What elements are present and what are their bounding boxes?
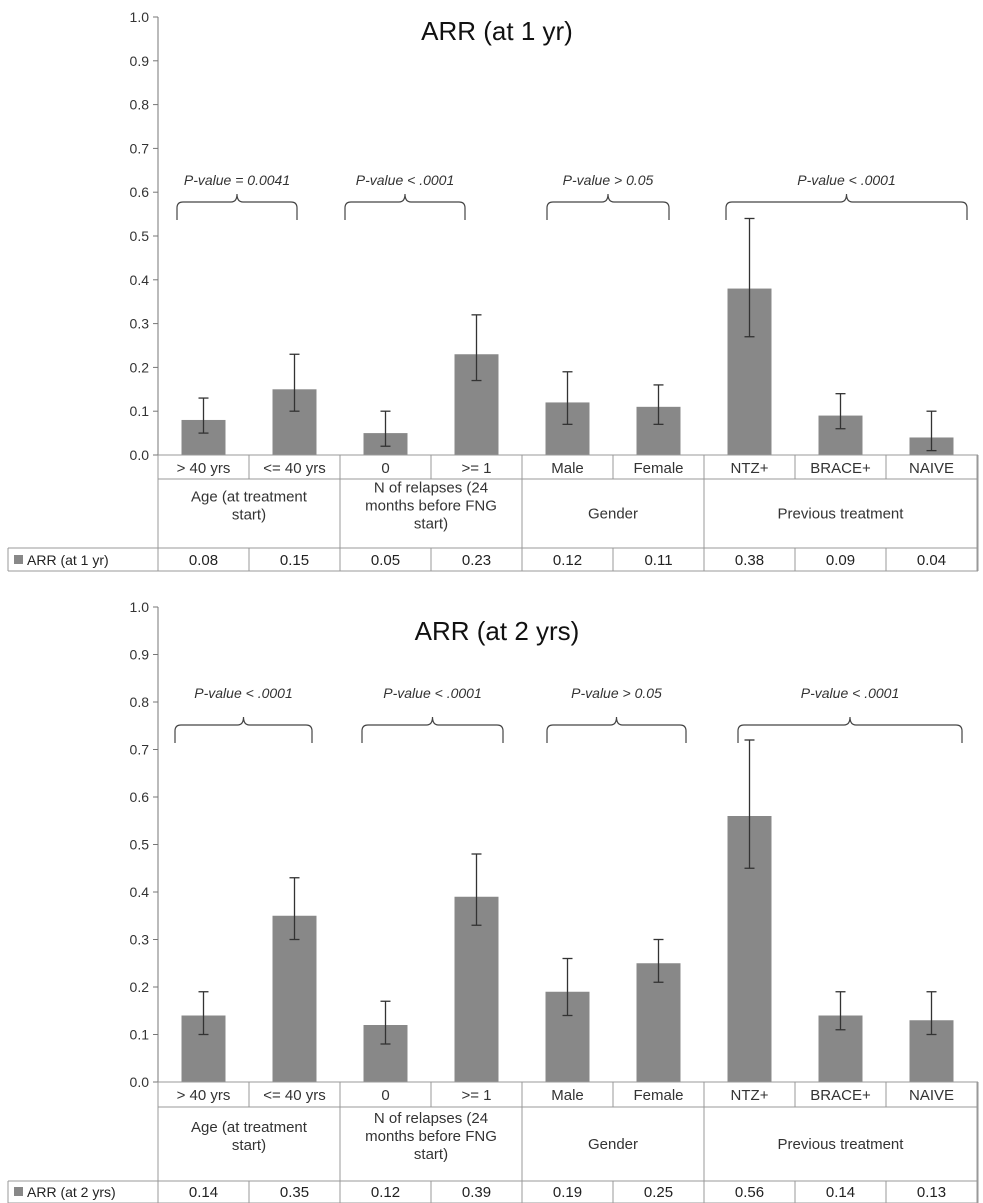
legend-label: ARR (at 1 yr) — [27, 552, 109, 568]
data-table-value: 0.12 — [553, 552, 582, 569]
y-tick-label: 0.8 — [130, 694, 150, 710]
category-label: Male — [551, 460, 584, 477]
group-label: N of relapses (24 — [374, 1110, 488, 1127]
data-table-value: 0.19 — [553, 1184, 582, 1201]
category-label: Male — [551, 1087, 584, 1104]
data-table-value: 0.14 — [189, 1184, 218, 1201]
y-tick-label: 0.9 — [130, 647, 150, 663]
legend-swatch — [14, 1187, 23, 1196]
p-value-bracket — [176, 193, 298, 220]
group-label: start) — [232, 1137, 266, 1154]
legend-swatch — [14, 555, 23, 564]
p-value-bracket — [344, 193, 466, 220]
data-table-value: 0.09 — [826, 552, 855, 569]
category-label: BRACE+ — [810, 460, 871, 477]
chart-title: ARR (at 2 yrs) — [415, 616, 580, 646]
y-tick-label: 0.6 — [130, 184, 150, 200]
group-label: Gender — [588, 1136, 638, 1153]
category-label: NTZ+ — [731, 460, 769, 477]
group-label: Previous treatment — [778, 1136, 905, 1153]
bar — [636, 963, 681, 1082]
category-label: >= 1 — [461, 460, 491, 477]
p-value-bracket — [361, 716, 504, 743]
data-table-value: 0.23 — [462, 552, 491, 569]
group-label: months before FNG — [365, 1128, 497, 1145]
y-tick-label: 0.7 — [130, 742, 150, 758]
p-value-bracket — [725, 193, 968, 220]
p-value-label: P-value < .0001 — [797, 172, 895, 188]
y-tick-label: 0.0 — [130, 447, 150, 463]
group-label: months before FNG — [365, 498, 497, 515]
group-label: start) — [232, 507, 266, 524]
data-table-value: 0.12 — [371, 1184, 400, 1201]
y-tick-label: 0.1 — [130, 1027, 150, 1043]
bar — [272, 915, 317, 1082]
y-tick-label: 0.0 — [130, 1074, 150, 1090]
category-label: NAIVE — [909, 460, 954, 477]
p-value-label: P-value < .0001 — [801, 685, 899, 701]
category-label: > 40 yrs — [177, 1087, 231, 1104]
category-label: <= 40 yrs — [263, 1087, 326, 1104]
data-table-value: 0.08 — [189, 552, 218, 569]
y-tick-label: 0.2 — [130, 359, 150, 375]
data-table-value: 0.38 — [735, 552, 764, 569]
p-value-label: P-value < .0001 — [356, 172, 454, 188]
category-label: BRACE+ — [810, 1087, 871, 1104]
category-label: NTZ+ — [731, 1087, 769, 1104]
data-table-value: 0.04 — [917, 552, 946, 569]
y-tick-label: 0.6 — [130, 789, 150, 805]
p-value-bracket — [546, 716, 687, 743]
data-table-value: 0.14 — [826, 1184, 855, 1201]
y-tick-label: 1.0 — [130, 9, 150, 25]
category-label: Female — [633, 460, 683, 477]
category-label: 0 — [381, 460, 389, 477]
group-label: Previous treatment — [778, 506, 905, 523]
category-label: NAIVE — [909, 1087, 954, 1104]
bar — [454, 896, 499, 1082]
data-table-value: 0.13 — [917, 1184, 946, 1201]
y-tick-label: 0.3 — [130, 316, 150, 332]
p-value-bracket — [737, 716, 963, 743]
legend-label: ARR (at 2 yrs) — [27, 1184, 116, 1200]
category-label: 0 — [381, 1087, 389, 1104]
y-tick-label: 0.4 — [130, 272, 150, 288]
y-tick-label: 0.9 — [130, 53, 150, 69]
p-value-label: P-value = 0.0041 — [184, 172, 290, 188]
group-label: Age (at treatment — [191, 489, 308, 506]
category-label: <= 40 yrs — [263, 460, 326, 477]
y-tick-label: 1.0 — [130, 599, 150, 615]
data-table-value: 0.15 — [280, 552, 309, 569]
group-label: Gender — [588, 506, 638, 523]
p-value-label: P-value < .0001 — [383, 685, 481, 701]
category-label: > 40 yrs — [177, 460, 231, 477]
y-tick-label: 0.1 — [130, 403, 150, 419]
category-label: >= 1 — [461, 1087, 491, 1104]
y-tick-label: 0.3 — [130, 932, 150, 948]
group-label: Age (at treatment — [191, 1119, 308, 1136]
data-table-value: 0.39 — [462, 1184, 491, 1201]
y-tick-label: 0.5 — [130, 228, 150, 244]
group-label: N of relapses (24 — [374, 480, 488, 497]
y-tick-label: 0.7 — [130, 140, 150, 156]
p-value-label: P-value < .0001 — [194, 685, 292, 701]
data-table-value: 0.25 — [644, 1184, 673, 1201]
data-table-value: 0.35 — [280, 1184, 309, 1201]
data-table-value: 0.56 — [735, 1184, 764, 1201]
group-label: start) — [414, 1146, 448, 1163]
data-table-value: 0.05 — [371, 552, 400, 569]
p-value-bracket — [174, 716, 313, 743]
p-value-label: P-value > 0.05 — [571, 685, 662, 701]
p-value-label: P-value > 0.05 — [563, 172, 654, 188]
p-value-bracket — [546, 193, 670, 220]
y-tick-label: 0.5 — [130, 837, 150, 853]
chart-title: ARR (at 1 yr) — [421, 16, 573, 46]
y-tick-label: 0.8 — [130, 97, 150, 113]
data-table-value: 0.11 — [644, 552, 672, 569]
y-tick-label: 0.4 — [130, 884, 150, 900]
y-tick-label: 0.2 — [130, 979, 150, 995]
category-label: Female — [633, 1087, 683, 1104]
group-label: start) — [414, 516, 448, 533]
